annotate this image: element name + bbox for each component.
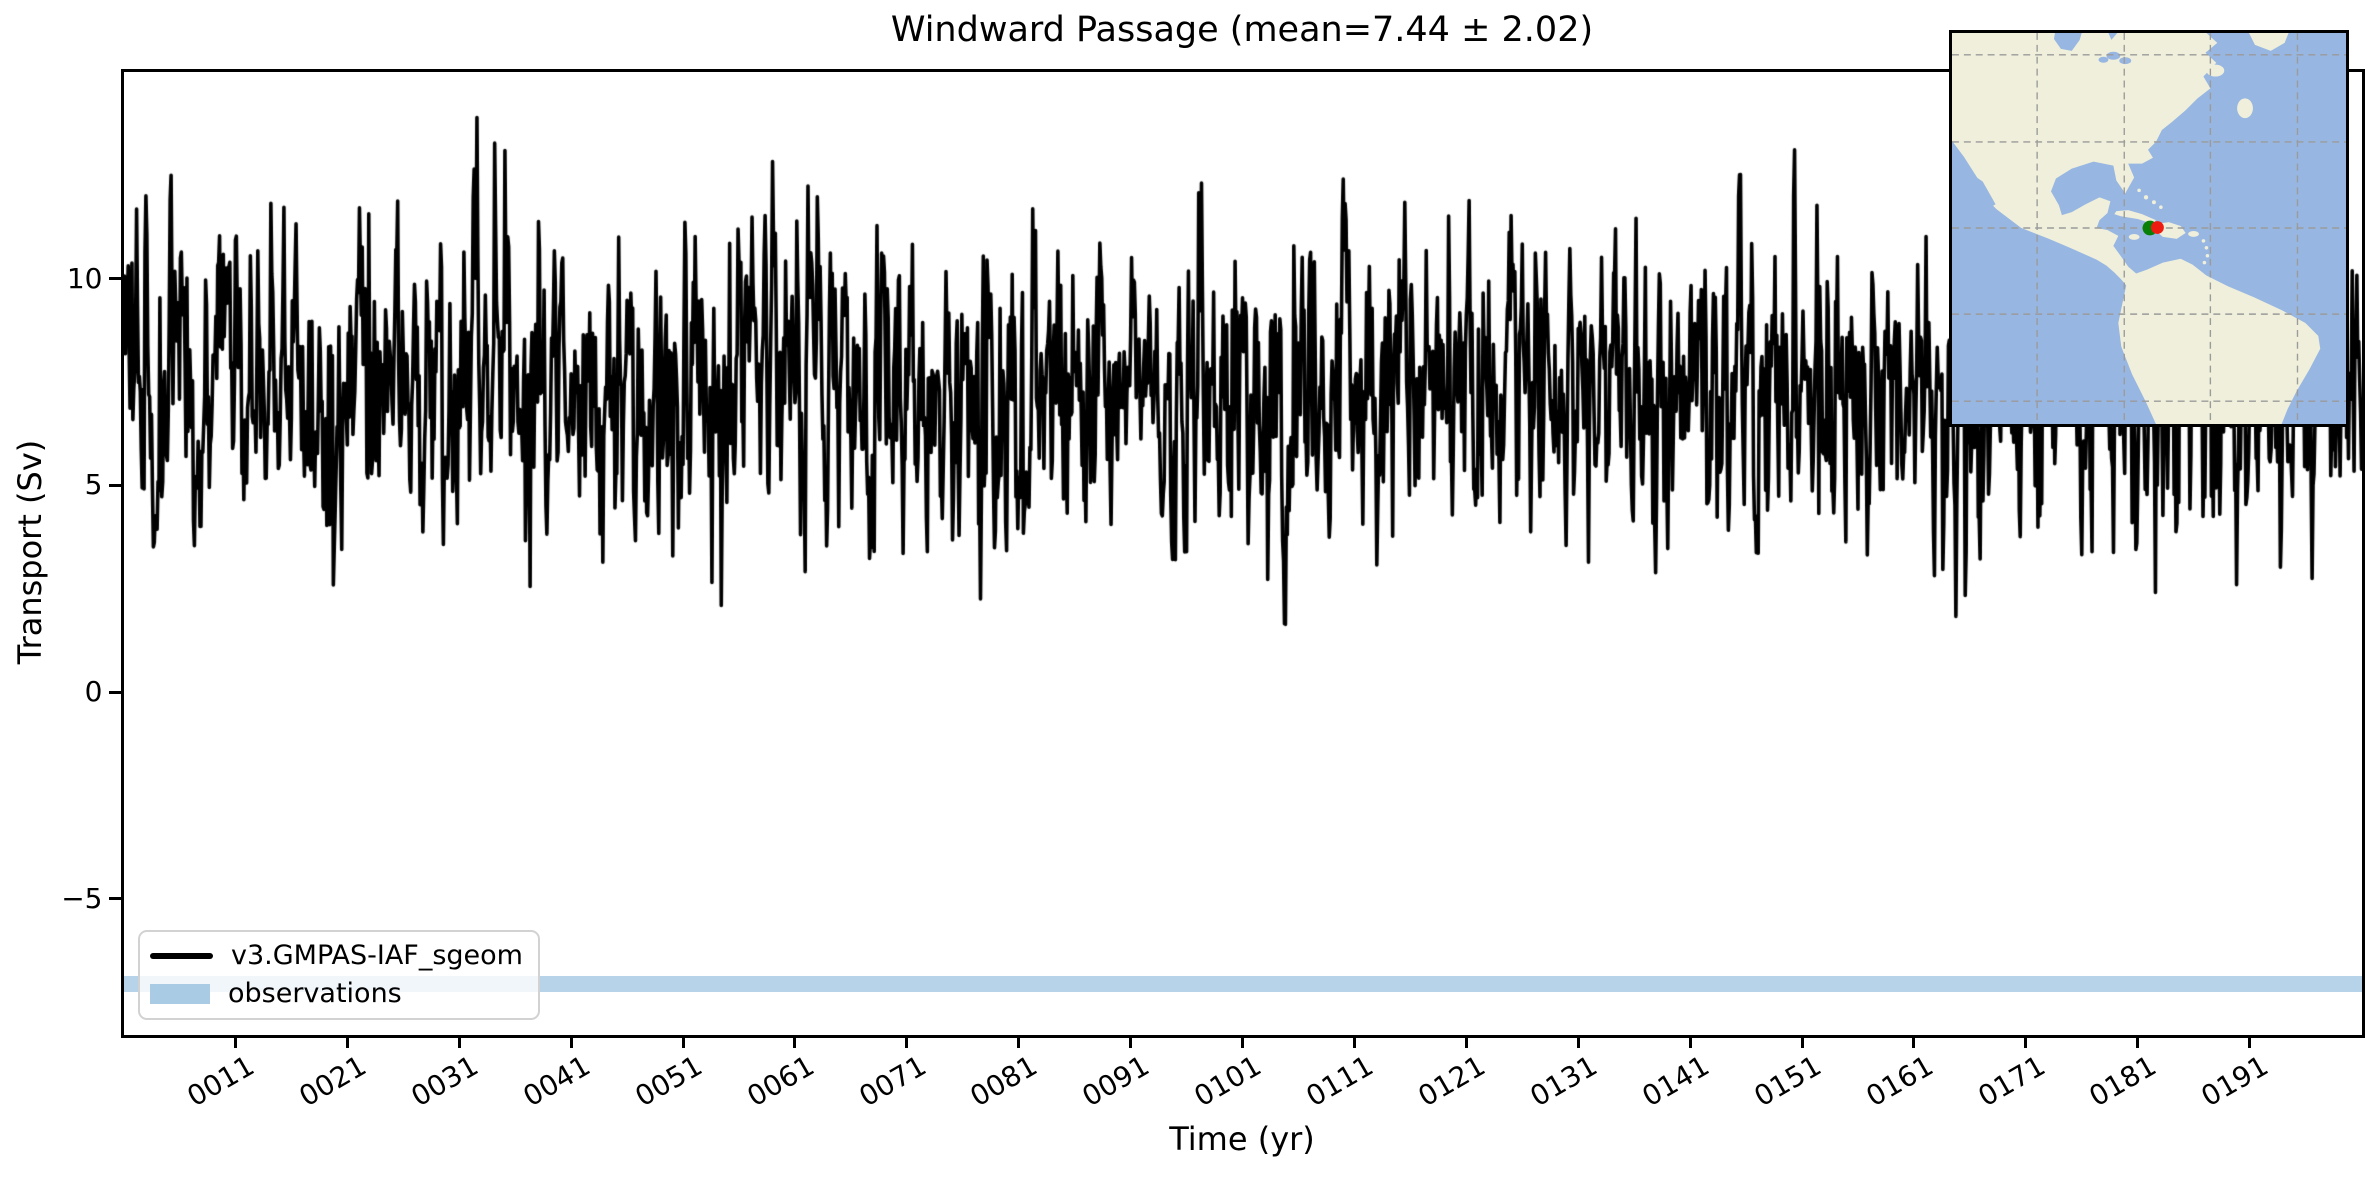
x-tick-label: 0151: [1748, 1048, 1827, 1113]
labrador-island: [2237, 98, 2253, 119]
x-tick-label: 0141: [1636, 1048, 1715, 1113]
x-tick-mark: [1800, 1034, 1804, 1048]
observations-patch-swatch: [150, 983, 210, 1004]
x-tick-mark: [1688, 1034, 1692, 1048]
x-tick-mark: [2136, 1034, 2140, 1048]
legend-label-model: v3.GMPAS-IAF_sgeom: [231, 940, 523, 972]
x-tick-mark: [1129, 1034, 1133, 1048]
x-tick-label: 0041: [517, 1048, 596, 1113]
y-tick-mark: [108, 690, 122, 694]
x-tick-label: 0111: [1300, 1048, 1379, 1113]
x-tick-label: 0061: [741, 1048, 820, 1113]
inset-map: [1949, 30, 2349, 427]
x-tick-label: 0031: [405, 1048, 484, 1113]
x-tick-mark: [569, 1034, 573, 1048]
legend: v3.GMPAS-IAF_sgeom observations: [138, 930, 540, 1020]
legend-item-model: v3.GMPAS-IAF_sgeom: [150, 941, 538, 971]
y-tick-mark: [108, 277, 122, 281]
great-lake: [2106, 51, 2121, 60]
y-tick-label: 5: [84, 468, 103, 502]
legend-label-observations: observations: [228, 977, 402, 1009]
newfoundland-island: [2206, 64, 2225, 77]
x-tick-label: 0131: [1524, 1048, 1603, 1113]
x-tick-label: 0011: [181, 1048, 260, 1113]
lesser-antilles-island: [2204, 246, 2209, 250]
x-tick-label: 0081: [964, 1048, 1044, 1113]
x-axis-label: Time (yr): [1169, 1120, 1315, 1158]
lesser-antilles-island: [2201, 239, 2206, 243]
lesser-antilles-island: [2202, 260, 2207, 265]
bahamas-island: [2151, 200, 2156, 205]
chart-title: Windward Passage (mean=7.44 ± 2.02): [890, 10, 1594, 50]
x-tick-label: 0171: [1972, 1048, 2051, 1113]
x-tick-label: 0191: [2195, 1048, 2275, 1113]
x-tick-mark: [1352, 1034, 1356, 1048]
x-tick-mark: [905, 1034, 909, 1048]
x-tick-label: 0161: [1860, 1048, 1939, 1113]
x-tick-label: 0071: [853, 1048, 932, 1113]
x-tick-mark: [2024, 1034, 2028, 1048]
x-tick-mark: [233, 1034, 237, 1048]
x-tick-label: 0181: [2083, 1048, 2163, 1113]
x-tick-mark: [1576, 1034, 1580, 1048]
puerto-rico-island: [2188, 230, 2199, 237]
x-tick-mark: [1464, 1034, 1468, 1048]
x-tick-mark: [793, 1034, 797, 1048]
x-tick-mark: [1912, 1034, 1916, 1048]
americas-mainland: [1952, 33, 2321, 424]
great-lake: [2119, 57, 2132, 65]
x-tick-label: 0021: [293, 1048, 372, 1113]
x-tick-mark: [457, 1034, 461, 1048]
great-lake: [2098, 56, 2109, 63]
x-tick-mark: [681, 1034, 685, 1048]
y-tick-mark: [108, 483, 122, 487]
x-tick-mark: [2248, 1034, 2252, 1048]
x-tick-mark: [1241, 1034, 1244, 1048]
northeast-land: [2248, 33, 2289, 51]
lesser-antilles-island: [2205, 253, 2210, 258]
x-tick-label: 0091: [1076, 1048, 1156, 1113]
x-tick-label: 0121: [1412, 1048, 1491, 1113]
model-line-swatch: [150, 953, 213, 960]
bahamas-island: [2143, 195, 2149, 200]
y-tick-label: −5: [61, 881, 103, 915]
legend-item-observations: observations: [150, 977, 538, 1009]
y-tick-label: 10: [66, 261, 103, 295]
x-tick-mark: [345, 1034, 349, 1048]
obs-location-marker: [2150, 221, 2164, 234]
y-tick-mark: [108, 897, 122, 901]
inset-inland-water: [1976, 51, 2132, 208]
gulf-of-california: [1976, 177, 1996, 208]
bahamas-island: [2159, 205, 2163, 209]
x-tick-mark: [1017, 1034, 1021, 1048]
x-tick-label: 0051: [629, 1048, 708, 1113]
bahamas-island: [2137, 188, 2141, 193]
x-tick-label: 0101: [1188, 1048, 1267, 1113]
jamaica-island: [2128, 233, 2140, 240]
y-tick-label: 0: [84, 675, 103, 709]
